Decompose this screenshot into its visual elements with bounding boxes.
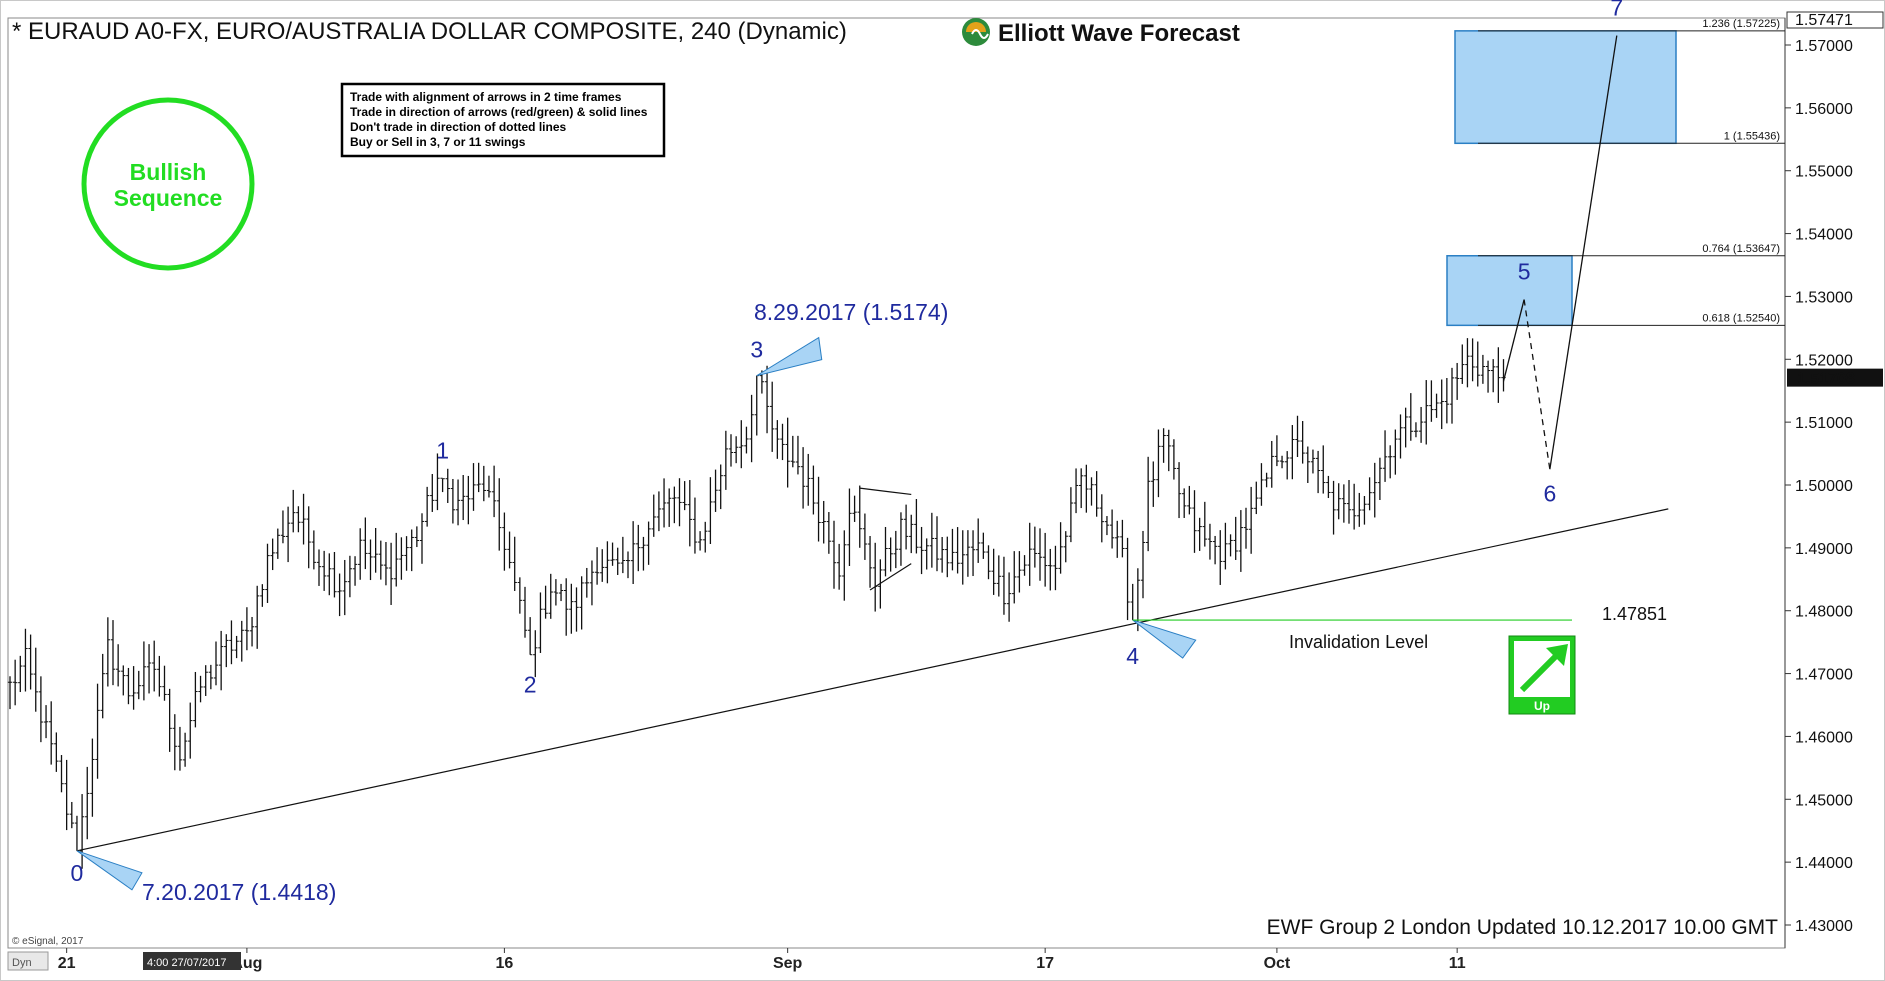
wave-label: 1	[436, 438, 449, 464]
copyright-label: © eSignal, 2017	[12, 936, 84, 947]
rules-line: Trade in direction of arrows (red/green)…	[350, 105, 648, 119]
rules-line: Buy or Sell in 3, 7 or 11 swings	[350, 135, 526, 149]
wave-0-date-label: 7.20.2017 (1.4418)	[142, 879, 336, 905]
fib-level-label: 0.618 (1.52540)	[1702, 312, 1780, 324]
invalidation-value: 1.47851	[1602, 604, 1667, 624]
up-badge-label: Up	[1534, 699, 1550, 713]
cursor-time-box	[143, 952, 241, 970]
x-tick-label: 16	[496, 955, 514, 972]
wave-3-marker	[756, 336, 823, 377]
triangle-lower-line	[869, 563, 912, 591]
wave-label: 4	[1126, 643, 1139, 669]
projection-wave-5	[1502, 299, 1525, 382]
y-tick-label: 1.53000	[1795, 289, 1853, 306]
y-tick-label: 1.47000	[1795, 667, 1853, 684]
y-tick-label: 1.50000	[1795, 478, 1853, 495]
sequence-badge-circle	[81, 97, 255, 271]
y-tick-label: 1.48000	[1795, 604, 1853, 621]
projection-wave-6	[1523, 299, 1551, 470]
y-tick-label: 1.57000	[1795, 38, 1853, 55]
brand-logo-arc	[966, 22, 986, 32]
top-price-label: 1.57471	[1795, 12, 1853, 29]
last-price-box	[1787, 368, 1883, 387]
cursor-time-label: 4:00 27/07/2017	[147, 957, 227, 969]
wave-0-marker	[76, 850, 143, 891]
wave-label: 6	[1543, 480, 1556, 506]
wave-label: 5	[1518, 259, 1531, 285]
up-arrow-head-icon	[1546, 644, 1568, 666]
rules-box	[340, 82, 666, 158]
y-tick-label: 1.51000	[1795, 415, 1853, 432]
y-tick-label: 1.45000	[1795, 792, 1853, 809]
invalidation-label: Invalidation Level	[1289, 632, 1428, 652]
fib-level-label: 1 (1.55436)	[1724, 130, 1780, 142]
y-tick-label: 1.49000	[1795, 541, 1853, 558]
x-tick-label: 17	[1036, 955, 1054, 972]
wave-label: 7	[1610, 0, 1623, 21]
chart-title: * EURAUD A0-FX, EURO/AUSTRALIA DOLLAR CO…	[12, 18, 847, 45]
x-tick-label: 11	[1449, 955, 1466, 972]
dyn-toggle[interactable]	[7, 951, 49, 971]
y-tick-label: 1.43000	[1795, 918, 1853, 935]
update-footer: EWF Group 2 London Updated 10.12.2017 10…	[1267, 916, 1778, 939]
last-price-label: 1.51708	[1797, 371, 1855, 388]
top-price-box	[1786, 11, 1884, 29]
y-tick-label: 1.46000	[1795, 729, 1853, 746]
wave-label: 2	[524, 672, 537, 698]
y-tick-label: 1.44000	[1795, 855, 1853, 872]
brand-logo-wave	[971, 29, 989, 39]
dyn-label: Dyn	[12, 957, 32, 969]
sequence-badge-line2: Sequence	[114, 185, 223, 211]
y-tick-label: 1.54000	[1795, 227, 1853, 244]
wave-4-marker	[1132, 619, 1197, 659]
wave-label: 3	[750, 337, 763, 363]
wave-label: 0	[71, 860, 84, 886]
projection-wave-7	[1549, 35, 1618, 470]
x-tick-label: Sep	[773, 955, 803, 972]
brand-name: Elliott Wave Forecast	[998, 20, 1240, 47]
rules-line: Don't trade in direction of dotted lines	[350, 120, 567, 134]
y-tick-label: 1.52000	[1795, 352, 1853, 369]
target-box	[1454, 30, 1677, 145]
x-tick-label: Oct	[1264, 955, 1291, 972]
trend-line	[76, 508, 1669, 852]
y-tick-label: 1.55000	[1795, 164, 1853, 181]
triangle-upper-line	[859, 487, 912, 496]
fib-level-label: 1.236 (1.57225)	[1702, 18, 1780, 30]
wave-3-date-label: 8.29.2017 (1.5174)	[754, 299, 948, 325]
sequence-badge-line1: Bullish	[130, 159, 207, 185]
fib-level-label: 0.764 (1.53647)	[1702, 243, 1780, 255]
rules-line: Trade with alignment of arrows in 2 time…	[350, 90, 622, 104]
y-tick-label: 1.56000	[1795, 101, 1853, 118]
x-tick-label: 21	[58, 955, 76, 972]
target-box	[1446, 255, 1573, 327]
